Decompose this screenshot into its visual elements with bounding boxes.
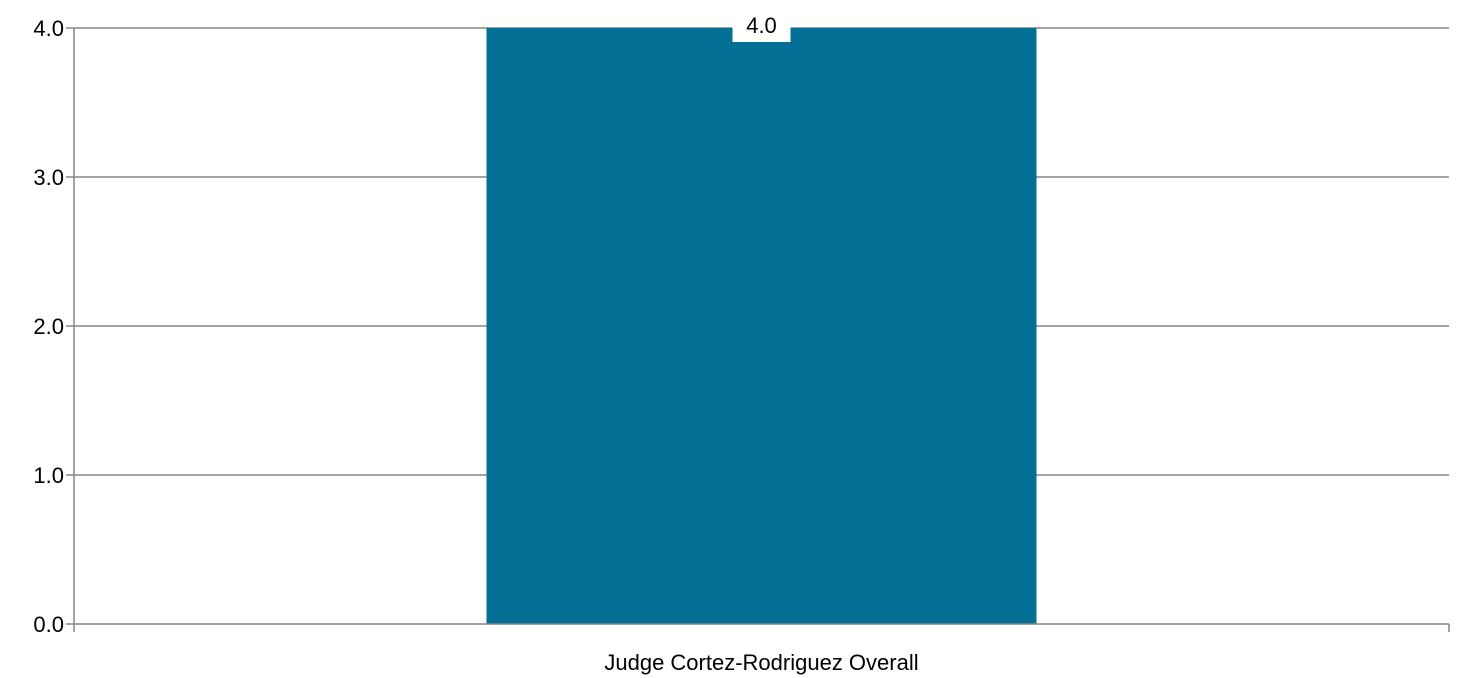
y-tick-label: 1.0 <box>33 463 64 488</box>
y-tick-label: 2.0 <box>33 314 64 339</box>
data-label-background <box>732 12 791 42</box>
y-tick-label: 4.0 <box>33 16 64 41</box>
bars <box>486 28 1037 624</box>
bar <box>486 28 1037 624</box>
y-tick-label: 3.0 <box>33 165 64 190</box>
x-axis: Judge Cortez-Rodriguez Overall <box>73 623 1450 675</box>
y-tick-label: 0.0 <box>33 612 64 637</box>
data-labels: 4.0 <box>732 12 791 42</box>
x-category-label: Judge Cortez-Rodriguez Overall <box>604 650 918 675</box>
y-axis-ticks: 0.0 1.0 2.0 3.0 4.0 <box>33 16 75 637</box>
data-label: 4.0 <box>746 13 777 38</box>
